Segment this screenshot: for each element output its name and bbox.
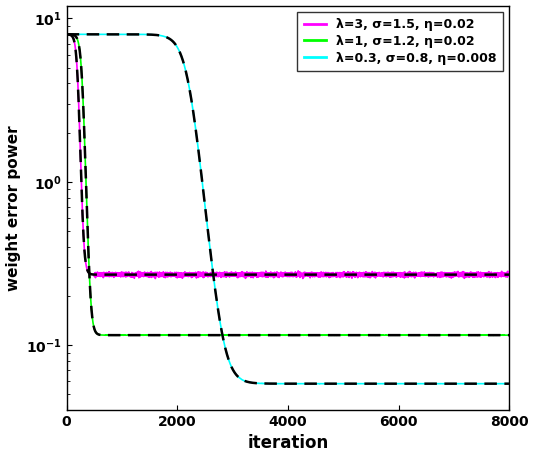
Y-axis label: weight error power: weight error power [5, 125, 20, 291]
X-axis label: iteration: iteration [247, 435, 328, 453]
Legend: λ=3, σ=1.5, η=0.02, λ=1, σ=1.2, η=0.02, λ=0.3, σ=0.8, η=0.008: λ=3, σ=1.5, η=0.02, λ=1, σ=1.2, η=0.02, … [297, 12, 503, 71]
